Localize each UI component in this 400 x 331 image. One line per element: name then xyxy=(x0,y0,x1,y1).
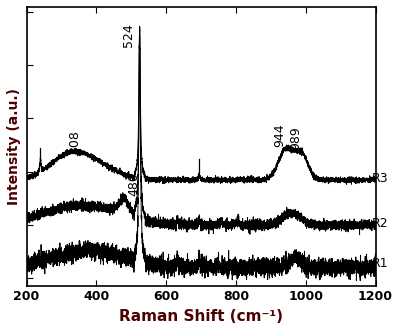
Text: 524: 524 xyxy=(122,23,135,47)
Y-axis label: Intensity (a.u.): Intensity (a.u.) xyxy=(7,88,21,205)
Text: R2: R2 xyxy=(371,217,388,230)
Text: 480: 480 xyxy=(127,172,140,197)
Text: R1: R1 xyxy=(371,258,388,270)
X-axis label: Raman Shift (cm⁻¹): Raman Shift (cm⁻¹) xyxy=(119,309,283,324)
Text: R3: R3 xyxy=(371,172,388,185)
Text: 944: 944 xyxy=(273,124,286,148)
Text: 308: 308 xyxy=(68,130,81,154)
Text: 989: 989 xyxy=(289,127,302,150)
